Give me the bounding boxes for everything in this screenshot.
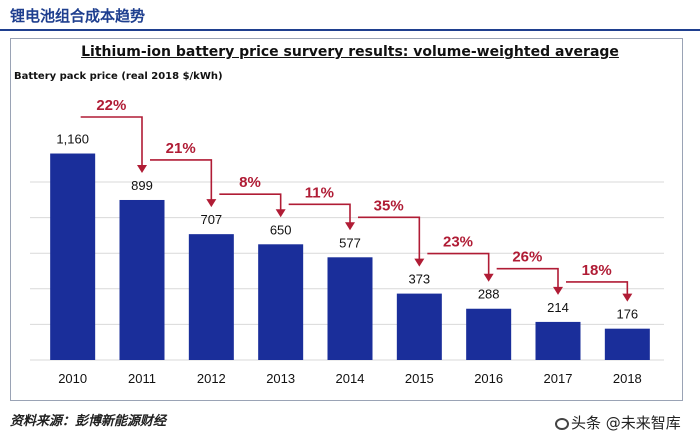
y-axis-label: Battery pack price (real 2018 $/kWh)	[14, 71, 223, 82]
value-label: 707	[200, 212, 222, 227]
x-tick-label: 2010	[58, 371, 87, 386]
annotation-bracket	[358, 216, 421, 260]
bar	[466, 308, 512, 360]
x-tick-label: 2016	[474, 371, 503, 386]
x-tick-label: 2017	[544, 371, 573, 386]
header-title: 锂电池组合成本趋势	[10, 7, 146, 25]
x-tick-label: 2012	[197, 371, 226, 386]
annotation-bracket	[427, 252, 490, 275]
annotation-arrow	[206, 199, 217, 208]
value-label: 288	[478, 287, 500, 302]
annotation-label: 26%	[512, 249, 542, 266]
bar	[188, 234, 234, 360]
annotation-bracket	[566, 281, 629, 295]
annotation-arrow	[345, 222, 355, 231]
source-note: 资料来源：彭博新能源财经	[10, 414, 167, 429]
chart-frame	[10, 38, 683, 401]
annotation-arrow	[275, 209, 286, 218]
value-label: 650	[270, 222, 292, 237]
watermark-text: 头条 @未来智库	[571, 414, 681, 432]
bar	[604, 328, 650, 360]
annotation-bracket	[219, 193, 282, 211]
bar	[119, 199, 165, 360]
annotation-label: 8%	[239, 174, 261, 191]
x-tick-label: 2018	[613, 371, 642, 386]
value-label: 1,160	[56, 132, 89, 147]
annotation-label: 18%	[582, 262, 612, 279]
annotation-arrow	[553, 286, 563, 295]
chart-title: Lithium-ion battery price survery result…	[0, 44, 700, 60]
bar	[535, 321, 581, 360]
value-label: 373	[408, 272, 430, 287]
value-label: 899	[131, 178, 153, 193]
value-label: 577	[339, 235, 361, 250]
bar	[50, 153, 96, 360]
watermark: 头条 @未来智库	[555, 412, 681, 433]
annotation-label: 22%	[96, 97, 126, 114]
x-tick-label: 2014	[336, 371, 365, 386]
annotation-arrow	[137, 164, 147, 173]
annotation-arrow	[414, 258, 425, 267]
annotation-bracket	[80, 116, 143, 166]
annotation-label: 35%	[374, 197, 404, 214]
bar	[327, 257, 373, 360]
value-label: 214	[547, 300, 569, 315]
header-divider	[0, 29, 700, 31]
chart-title-text: Lithium-ion battery price survery result…	[81, 44, 619, 60]
annotation-bracket	[288, 203, 351, 224]
wechat-icon	[555, 418, 569, 430]
annotation-arrow	[622, 293, 633, 302]
header: 锂电池组合成本趋势	[0, 0, 700, 31]
bar	[396, 293, 442, 360]
annotation-label: 23%	[443, 234, 473, 251]
annotation-bracket	[150, 159, 213, 201]
x-tick-label: 2013	[266, 371, 295, 386]
bar	[258, 244, 304, 360]
annotation-label: 11%	[305, 184, 334, 201]
annotation-arrow	[483, 273, 494, 282]
x-tick-label: 2011	[128, 371, 156, 386]
annotation-bracket	[496, 267, 559, 288]
annotation-label: 21%	[166, 140, 196, 157]
value-label: 176	[616, 307, 638, 322]
x-tick-label: 2015	[405, 371, 434, 386]
